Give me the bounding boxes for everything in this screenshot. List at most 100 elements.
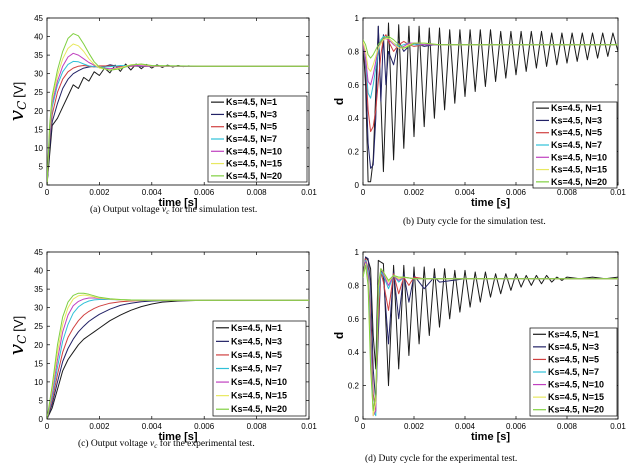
- x-tick-label: 0.002: [404, 422, 425, 431]
- caption-suffix: for the simulation test.: [169, 204, 257, 215]
- legend-entry: Ks=4.5, N=3: [226, 109, 277, 119]
- y-tick-label: 5: [39, 162, 44, 171]
- caption-text: Duty cycle for the experimental test.: [378, 453, 517, 464]
- caption-prefix: (c): [78, 438, 91, 449]
- y-tick-label: 30: [34, 70, 43, 79]
- y-tick-label: 15: [34, 125, 43, 134]
- x-tick-label: 0.008: [247, 188, 268, 197]
- x-tick-label: 0.008: [247, 422, 268, 431]
- y-tick-label: 5: [39, 396, 44, 405]
- y-axis-label-unit: d: [332, 332, 346, 339]
- y-tick-label: 0.6: [348, 315, 360, 324]
- x-tick-label: 0.002: [89, 422, 110, 431]
- caption-prefix: (d): [365, 453, 378, 464]
- y-axis-label-sub: C: [15, 335, 29, 344]
- y-axis-label: vC [V]: [4, 316, 29, 355]
- legend-entry: Ks=4.5, N=20: [548, 405, 604, 415]
- y-tick-label: 0.4: [348, 348, 360, 357]
- legend-entry: Ks=4.5, N=10: [231, 377, 287, 387]
- series-line: [363, 35, 618, 59]
- y-tick-label: 25: [34, 88, 43, 97]
- series-group: [363, 256, 618, 417]
- y-tick-label: 0: [39, 415, 44, 424]
- chart-b: 0 0.002 0.004 0.006 0.008 0.01 0 0.2 0.4 0.6 0.8 1 t…: [332, 14, 626, 227]
- caption: (c) Output voltage vc for the experiment…: [78, 438, 255, 450]
- series-group: [47, 33, 309, 185]
- series-line: [47, 299, 309, 419]
- x-tick-label: 0.004: [455, 422, 476, 431]
- y-axis-label-unit: d: [332, 98, 346, 105]
- x-tick-label: 0.006: [506, 422, 527, 431]
- series-line: [47, 292, 309, 419]
- y-tick-label: 35: [34, 51, 43, 60]
- legend: Ks=4.5, N=1 Ks=4.5, N=3 Ks=4.5, N=5 Ks=4.5,…: [529, 327, 618, 417]
- legend: Ks=4.5, N=1 Ks=4.5, N=3 Ks=4.5, N=5 Ks=4.5,…: [212, 320, 307, 417]
- x-tick-label: 0.004: [142, 422, 163, 431]
- y-tick-label: 25: [34, 322, 43, 331]
- legend: Ks=4.5, N=1 Ks=4.5, N=3 Ks=4.5, N=5 Ks=4.5,…: [207, 95, 308, 183]
- x-tick-label: 0.008: [557, 188, 578, 197]
- legend-entry: Ks=4.5, N=1: [226, 97, 277, 107]
- chart-c: 0 0.002 0.004 0.006 0.008 0.01 0 5 10 15 20 25 30 35 4…: [4, 248, 317, 450]
- x-tick-label: 0.01: [301, 422, 317, 431]
- y-tick-label: 1: [355, 14, 360, 23]
- y-axis-label-unit: [V]: [11, 316, 26, 332]
- y-axis-label-sub: C: [15, 101, 29, 110]
- legend: Ks=4.5, N=1 Ks=4.5, N=3 Ks=4.5, N=5 Ks=4.5,…: [532, 101, 618, 189]
- legend-entry: Ks=4.5, N=5: [551, 128, 602, 138]
- x-tick-label: 0.01: [610, 422, 626, 431]
- y-tick-label: 35: [34, 285, 43, 294]
- x-tick-label: 0.002: [404, 188, 425, 197]
- y-tick-label: 1: [355, 248, 360, 257]
- y-tick-label: 0.6: [348, 81, 360, 90]
- y-axis-label: vC [V]: [4, 82, 29, 121]
- x-tick-label: 0: [361, 422, 366, 431]
- legend-entry: Ks=4.5, N=5: [548, 354, 599, 364]
- legend-entry: Ks=4.5, N=7: [231, 364, 282, 374]
- series-line: [47, 33, 309, 185]
- legend-entry: Ks=4.5, N=1: [551, 103, 602, 113]
- legend-entry: Ks=4.5, N=15: [231, 391, 287, 401]
- chart-d: 0 0.002 0.004 0.006 0.008 0.01 0 0.2 0.4 0.6 0.8 1 t…: [332, 248, 626, 464]
- y-tick-label: 0.4: [348, 114, 360, 123]
- y-tick-label: 0: [39, 181, 44, 190]
- series-group: [363, 22, 618, 183]
- x-tick-label: 0.01: [301, 188, 317, 197]
- y-tick-label: 20: [34, 107, 43, 116]
- y-tick-label: 10: [34, 378, 43, 387]
- legend-entry: Ks=4.5, N=3: [231, 336, 282, 346]
- y-tick-label: 45: [34, 248, 43, 257]
- legend-entry: Ks=4.5, N=15: [551, 165, 607, 175]
- legend-box: [207, 95, 308, 183]
- caption-prefix: (b): [403, 216, 416, 227]
- legend-entry: Ks=4.5, N=3: [551, 115, 602, 125]
- y-tick-label: 0.8: [348, 47, 360, 56]
- series-line: [363, 256, 618, 403]
- legend-entry: Ks=4.5, N=5: [231, 350, 282, 360]
- caption-var: v: [150, 439, 155, 449]
- x-tick-label: 0.004: [455, 188, 476, 197]
- x-tick-label: 0.006: [194, 188, 215, 197]
- chart-a: 0 0.002 0.004 0.006 0.008 0.01 0 5 10 15 20 25 30 35 4…: [4, 14, 317, 216]
- x-tick-label: 0.008: [557, 422, 578, 431]
- legend-entry: Ks=4.5, N=3: [548, 342, 599, 352]
- caption-sub: c: [166, 208, 170, 216]
- legend-entry: Ks=4.5, N=1: [548, 329, 599, 339]
- x-axis-label: time [s]: [471, 431, 510, 443]
- caption-var: v: [162, 205, 167, 215]
- legend-entry: Ks=4.5, N=7: [551, 140, 602, 150]
- legend-entry: Ks=4.5, N=1: [231, 323, 282, 333]
- legend-entry: Ks=4.5, N=7: [548, 367, 599, 377]
- caption-text: Output voltage: [103, 205, 162, 215]
- series-line: [363, 264, 618, 412]
- caption: (a) Output voltage vc for the simulation…: [90, 204, 257, 216]
- legend-entry: Ks=4.5, N=20: [226, 171, 282, 181]
- x-axis-label: time [s]: [158, 431, 197, 443]
- y-axis-label: d: [332, 98, 346, 105]
- caption-text: Duty cycle for the simulation test.: [416, 216, 545, 227]
- legend-entry: Ks=4.5, N=15: [226, 159, 282, 169]
- legend-entry: Ks=4.5, N=5: [226, 122, 277, 132]
- series-line: [363, 256, 618, 387]
- y-tick-label: 0.2: [348, 148, 360, 157]
